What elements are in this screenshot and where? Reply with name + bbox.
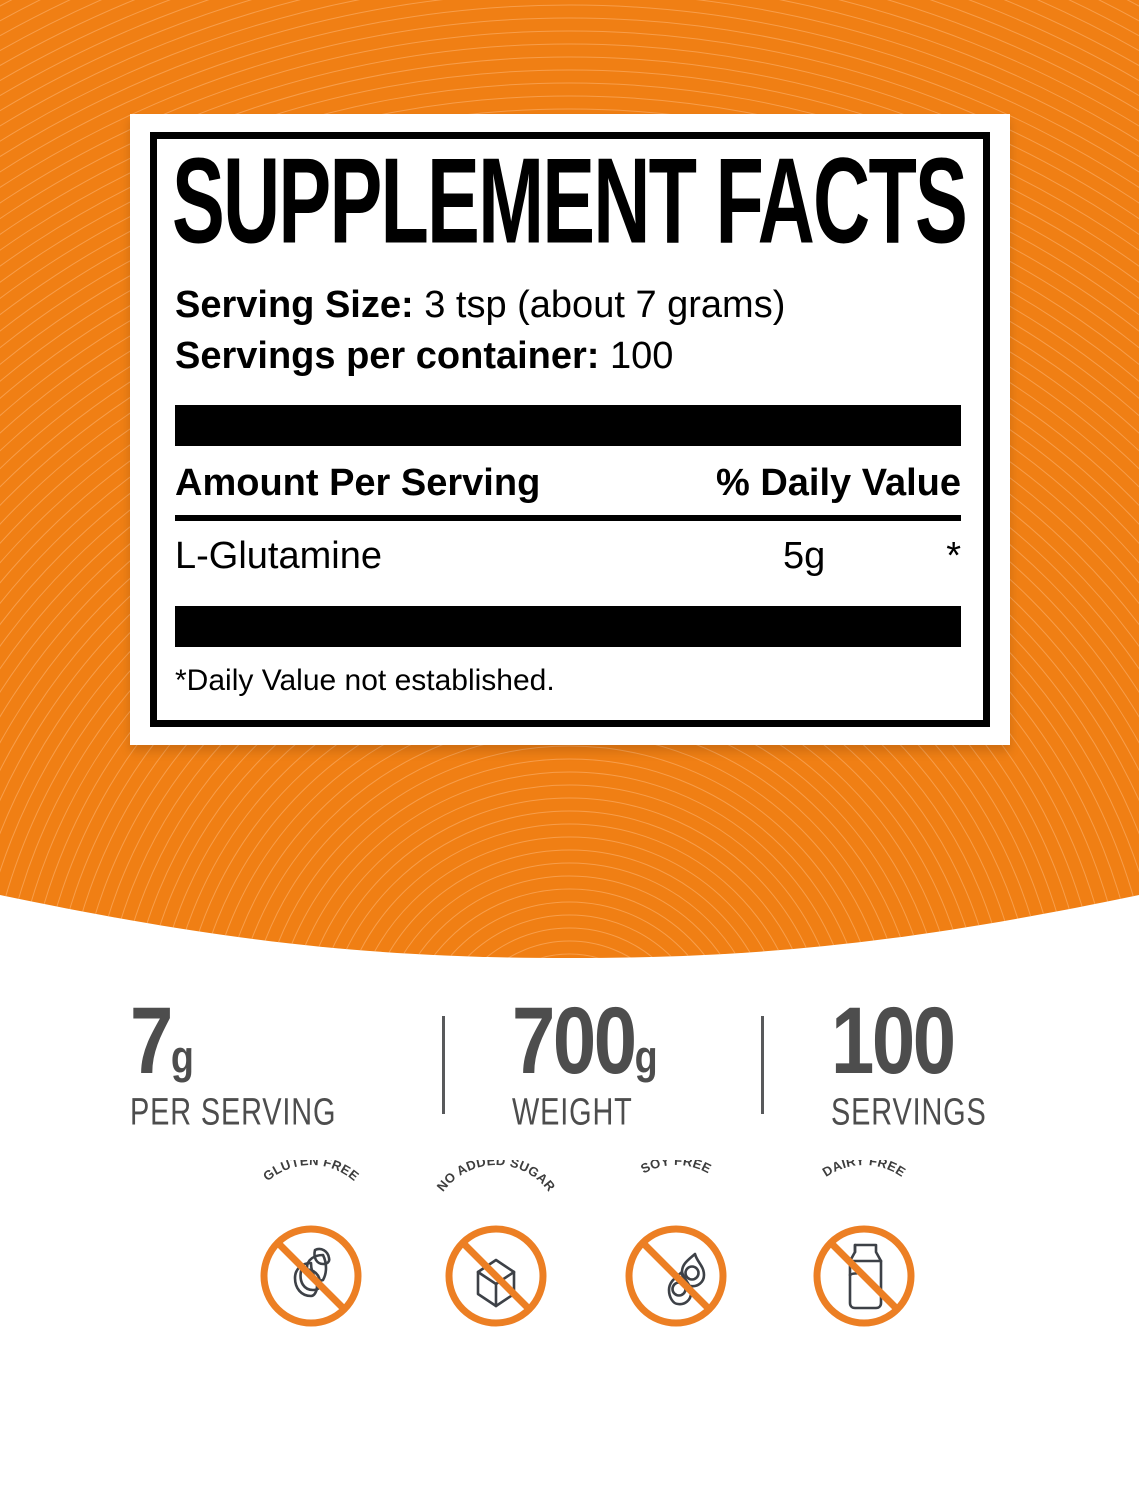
svg-text:GLUTEN FREE: GLUTEN FREE (260, 1160, 362, 1184)
svg-text:DAIRY FREE: DAIRY FREE (820, 1160, 909, 1180)
svg-text:SOY FREE: SOY FREE (638, 1160, 714, 1176)
svg-text:NO ADDED SUGAR: NO ADDED SUGAR (434, 1160, 559, 1194)
